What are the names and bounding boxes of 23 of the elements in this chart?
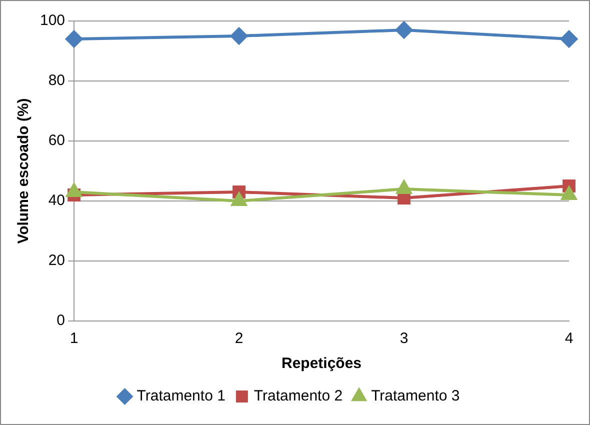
x-axis-title: Repetições bbox=[281, 355, 362, 372]
point bbox=[230, 28, 248, 44]
point bbox=[396, 180, 412, 194]
y-tick-label: 100 bbox=[40, 12, 66, 30]
legend-label: Tratamento 1 bbox=[136, 388, 226, 405]
y-axis-title: Volume escoado (%) bbox=[15, 98, 32, 244]
legend-label: Tratamento 3 bbox=[371, 388, 460, 405]
y-tick-label: 60 bbox=[48, 132, 66, 150]
x-tick-label: 2 bbox=[234, 330, 244, 348]
y-tick-label: 20 bbox=[48, 252, 66, 270]
point bbox=[231, 192, 247, 206]
point bbox=[66, 30, 83, 48]
x-tick-label: 1 bbox=[70, 330, 78, 348]
x-tick-label: 3 bbox=[400, 330, 408, 348]
legend-label: Tratamento 2 bbox=[254, 388, 343, 405]
x-tick-label: 4 bbox=[564, 330, 574, 348]
point bbox=[560, 30, 578, 48]
point bbox=[66, 184, 82, 197]
y-tick-label: 40 bbox=[48, 192, 66, 210]
point bbox=[561, 186, 577, 200]
y-tick-label: 80 bbox=[48, 72, 66, 90]
point bbox=[396, 22, 413, 38]
y-tick-label: 0 bbox=[56, 312, 66, 330]
